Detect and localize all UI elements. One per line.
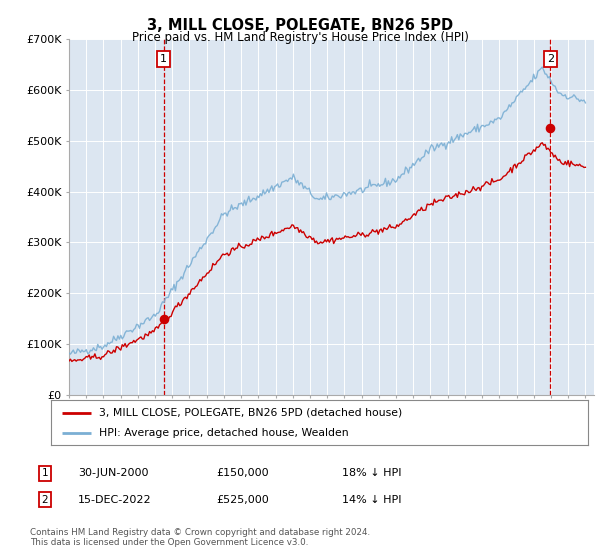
Text: 18% ↓ HPI: 18% ↓ HPI xyxy=(342,468,401,478)
Text: Contains HM Land Registry data © Crown copyright and database right 2024.
This d: Contains HM Land Registry data © Crown c… xyxy=(30,528,370,547)
Text: 1: 1 xyxy=(160,54,167,64)
Text: Price paid vs. HM Land Registry's House Price Index (HPI): Price paid vs. HM Land Registry's House … xyxy=(131,31,469,44)
Text: £525,000: £525,000 xyxy=(216,494,269,505)
Point xyxy=(159,314,169,323)
Text: £150,000: £150,000 xyxy=(216,468,269,478)
Text: 15-DEC-2022: 15-DEC-2022 xyxy=(78,494,152,505)
Text: 3, MILL CLOSE, POLEGATE, BN26 5PD (detached house): 3, MILL CLOSE, POLEGATE, BN26 5PD (detac… xyxy=(100,408,403,418)
Text: 30-JUN-2000: 30-JUN-2000 xyxy=(78,468,149,478)
Text: 14% ↓ HPI: 14% ↓ HPI xyxy=(342,494,401,505)
Text: 2: 2 xyxy=(547,54,554,64)
Point xyxy=(545,124,555,133)
Text: 1: 1 xyxy=(41,468,49,478)
Text: 3, MILL CLOSE, POLEGATE, BN26 5PD: 3, MILL CLOSE, POLEGATE, BN26 5PD xyxy=(147,18,453,33)
Text: HPI: Average price, detached house, Wealden: HPI: Average price, detached house, Weal… xyxy=(100,428,349,438)
Text: 2: 2 xyxy=(41,494,49,505)
